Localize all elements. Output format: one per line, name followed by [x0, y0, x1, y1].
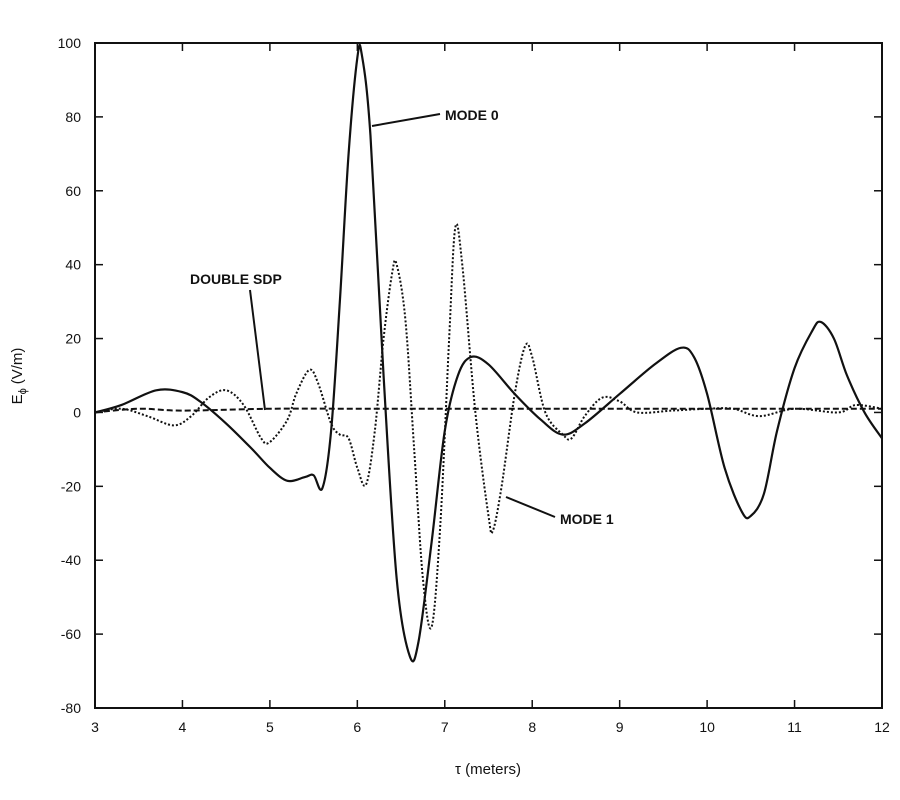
series-line-double-sdp	[94, 407, 882, 414]
annotation-label: MODE 1	[560, 511, 614, 527]
x-tick-label: 9	[616, 719, 624, 735]
y-tick-label: 80	[65, 109, 81, 125]
plot-frame	[94, 42, 883, 709]
x-tick-label: 8	[528, 719, 536, 735]
y-tick-label: 100	[58, 35, 82, 51]
y-axis-label-sub: ϕ	[17, 388, 29, 394]
y-tick-label: 20	[65, 331, 81, 347]
y-tick-label: 40	[65, 257, 81, 273]
y-tick-label: -20	[61, 478, 81, 494]
x-tick-label: 11	[787, 719, 802, 735]
y-axis-label: Eϕ (V/m)	[9, 348, 29, 405]
x-tick-label: 10	[699, 719, 715, 735]
x-tick-label: 4	[179, 719, 187, 735]
y-tick-label: -60	[61, 626, 81, 642]
annotation-label: MODE 0	[445, 107, 499, 123]
annotation-label: DOUBLE SDP	[190, 271, 282, 287]
annotation-leader	[371, 113, 441, 127]
y-tick-label: 0	[73, 404, 81, 420]
y-tick-label: -40	[61, 552, 81, 568]
y-axis-label-unit: (V/m)	[9, 348, 26, 385]
series-line-mode-0	[94, 43, 883, 663]
x-tick-label: 6	[353, 719, 361, 735]
x-tick-label: 7	[441, 719, 449, 735]
y-tick-label: -80	[61, 700, 81, 716]
x-tick-label: 12	[874, 719, 890, 735]
annotation-leader	[249, 289, 266, 411]
x-tick-label: 5	[266, 719, 274, 735]
x-tick-label: 3	[91, 719, 99, 735]
annotation-leader	[505, 496, 556, 518]
x-axis-label: τ (meters)	[455, 761, 521, 778]
y-axis-label-main: E	[9, 394, 26, 404]
y-tick-label: 60	[65, 183, 81, 199]
